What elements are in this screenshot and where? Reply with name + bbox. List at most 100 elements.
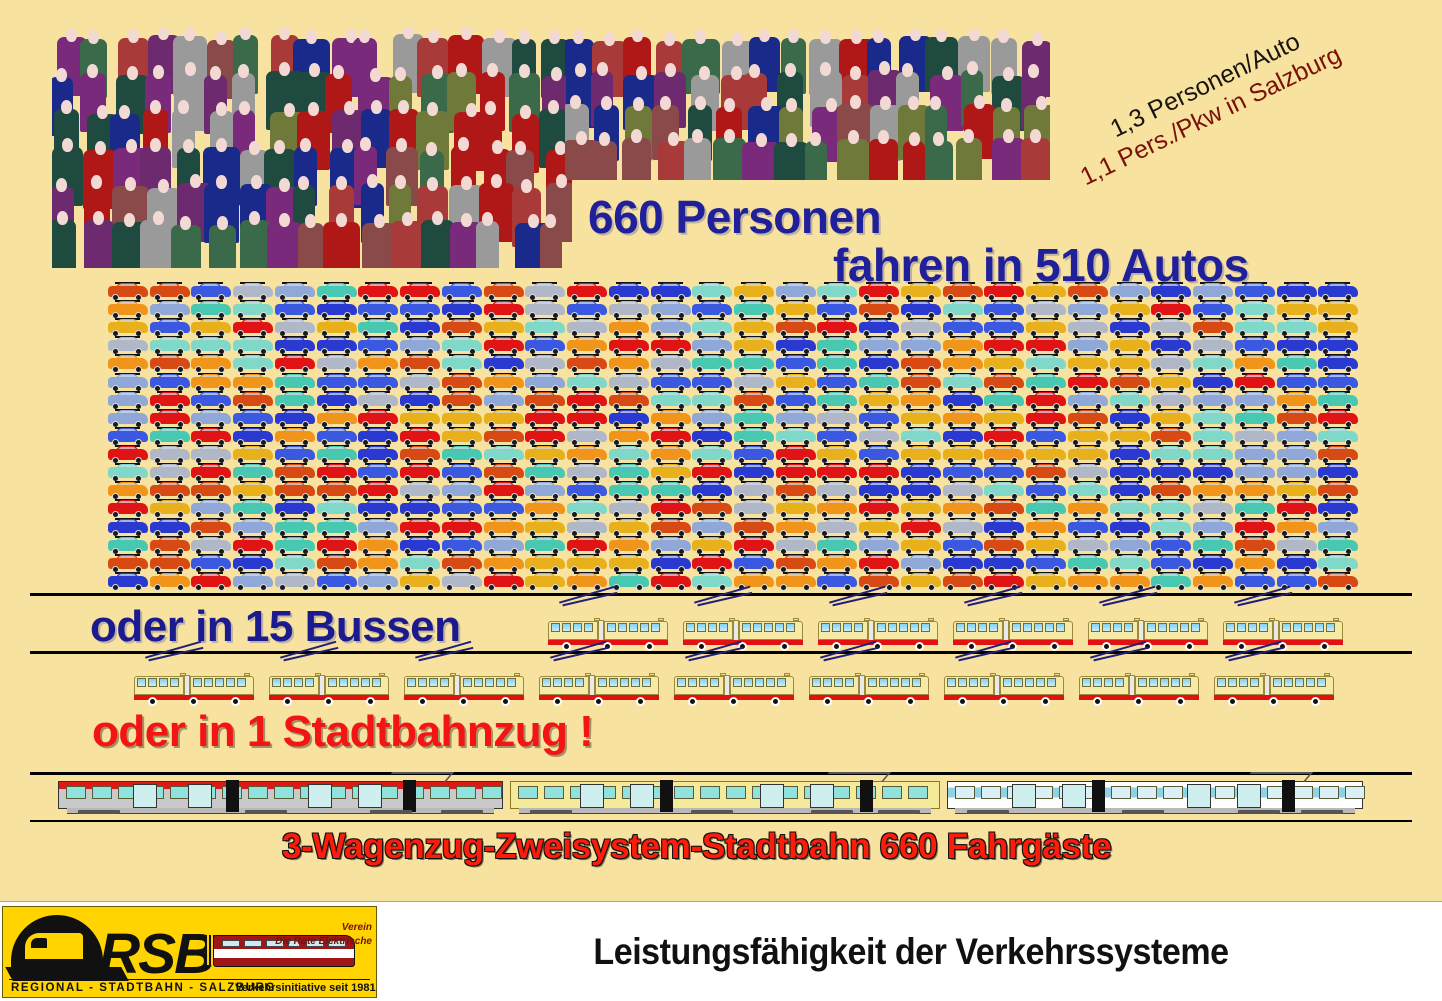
car-icon: [149, 372, 190, 392]
car-icon: [233, 499, 274, 519]
car-icon: [1318, 535, 1359, 555]
car-icon: [734, 445, 774, 465]
car-icon: [483, 571, 524, 591]
pantograph-icon: [383, 772, 455, 782]
person-head: [847, 129, 859, 144]
car-icon: [817, 481, 858, 501]
bus-window: [823, 678, 832, 687]
car-icon: [650, 426, 691, 446]
car-wheel: [821, 583, 829, 591]
bus-icon: [674, 640, 794, 706]
bus-window: [1284, 678, 1293, 687]
car-icon: [483, 553, 524, 573]
person-head: [402, 28, 414, 40]
bus-window: [1182, 678, 1191, 687]
bus-wheel: [1311, 697, 1320, 706]
person-head: [520, 105, 532, 120]
car-icon: [775, 535, 816, 555]
person-body: [684, 138, 711, 180]
person-figure: [924, 132, 953, 180]
car-icon: [650, 372, 691, 392]
bus-icon: [269, 640, 389, 706]
bus-wheel: [832, 642, 841, 651]
car-icon: [274, 463, 315, 483]
person-head: [699, 66, 711, 81]
car-icon: [483, 445, 524, 465]
bus-window: [1045, 623, 1054, 632]
car-body: [316, 304, 357, 316]
car-icon: [984, 300, 1025, 320]
car-icon: [400, 318, 441, 338]
car-icon: [692, 445, 733, 465]
car-body: [900, 304, 941, 316]
car-icon: [1067, 463, 1108, 483]
rsb-logo[interactable]: RSB Verein Die Rote Elektrische REGIONAL…: [2, 906, 377, 998]
car-icon: [942, 463, 983, 483]
car-icon: [316, 426, 357, 446]
bus-window: [1138, 678, 1147, 687]
car-wheel: [802, 583, 810, 591]
person-head: [691, 129, 703, 144]
bus-icon: [1088, 585, 1208, 651]
person-head: [1031, 31, 1043, 46]
logo-initiative: Verkehrsinitiative seit 1981: [235, 982, 376, 994]
car-body: [1026, 286, 1067, 297]
car-icon: [191, 499, 232, 519]
car-icon: [942, 426, 983, 446]
car-icon: [900, 481, 941, 501]
person-head: [1030, 129, 1042, 144]
bus-wheel: [915, 642, 924, 651]
train-window: [1319, 786, 1339, 799]
person-head: [427, 102, 439, 117]
person-body: [991, 137, 1025, 180]
car-body: [1026, 304, 1067, 316]
bus-window: [890, 678, 899, 687]
car-icon: [358, 481, 399, 501]
car-icon: [608, 445, 649, 465]
car-icon: [817, 300, 858, 320]
car-icon: [650, 354, 691, 374]
car-body: [483, 304, 524, 316]
car-icon: [1151, 354, 1192, 374]
car-icon: [191, 390, 232, 410]
bus-window: [1315, 623, 1324, 632]
car-icon: [1193, 571, 1234, 591]
car-icon: [233, 426, 274, 446]
bus-wheel: [148, 697, 157, 706]
bus-window: [1326, 623, 1335, 632]
car-icon: [149, 517, 190, 537]
person-head: [341, 139, 353, 154]
train-articulation: [226, 780, 239, 812]
car-icon: [1109, 426, 1150, 446]
bus-window: [474, 678, 483, 687]
car-icon: [859, 517, 900, 537]
car-wheel: [1030, 583, 1038, 591]
car-icon: [1026, 300, 1067, 320]
bus-window: [1093, 678, 1102, 687]
car-body: [608, 286, 649, 297]
person-head: [575, 63, 587, 78]
train-bogie: [878, 810, 920, 814]
car-icon: [316, 553, 357, 573]
train-window: [1137, 786, 1157, 799]
car-wheel: [301, 583, 309, 591]
car-icon: [650, 390, 691, 410]
person-head: [370, 67, 382, 82]
person-head: [663, 32, 675, 47]
bus-window: [564, 678, 573, 687]
car-icon: [400, 553, 441, 573]
car-icon: [233, 336, 274, 356]
car-icon: [650, 300, 691, 320]
car-icon: [358, 336, 399, 356]
car-wheel: [779, 583, 787, 591]
person-head: [158, 179, 170, 194]
car-icon: [984, 318, 1025, 338]
bus-window: [989, 623, 998, 632]
crowd-group-left: [52, 28, 572, 268]
person-head: [308, 101, 320, 116]
car-body: [149, 304, 190, 316]
bus-window: [766, 678, 775, 687]
bus-window: [642, 678, 651, 687]
car-icon: [1067, 408, 1108, 428]
car-wheel: [761, 583, 768, 591]
